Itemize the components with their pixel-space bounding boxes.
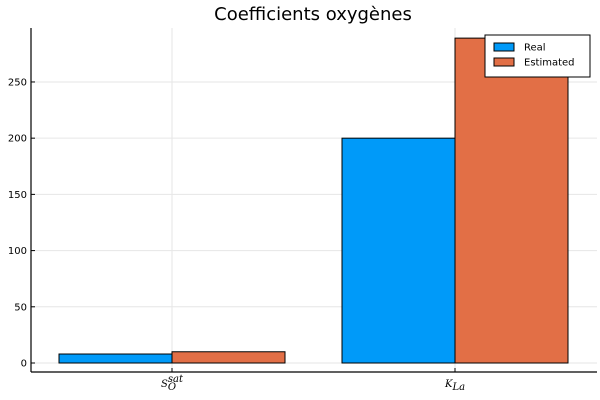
legend: Real Estimated	[484, 34, 591, 78]
y-tick-label: 150	[8, 190, 27, 201]
legend-label-real: Real	[524, 43, 546, 54]
x-tick-label-base: K	[444, 379, 453, 390]
x-tick-label-base: S	[161, 379, 168, 390]
legend-box	[484, 34, 591, 78]
x-tick-label-subscript: La	[451, 382, 465, 393]
bars	[58, 37, 569, 364]
bar-estimated-0	[171, 351, 286, 364]
y-tick-label: 0	[21, 359, 27, 370]
y-tick-label: 250	[8, 77, 27, 88]
y-tick-label: 100	[8, 246, 27, 257]
y-tick-label: 50	[14, 302, 27, 313]
legend-swatch-real	[493, 42, 515, 52]
y-tick-label: 200	[8, 134, 27, 145]
x-tick-label-subscript: O	[168, 382, 176, 393]
bar-real-0	[58, 353, 173, 364]
chart-title: Coefficients oxygènes	[214, 4, 412, 25]
x-tick-label-superscript: sat	[168, 374, 184, 385]
bar-real-1	[341, 137, 456, 364]
bar-estimated-1	[454, 37, 569, 364]
grid-lines	[31, 28, 597, 372]
legend-swatch-estimated	[493, 57, 515, 67]
axes	[30, 28, 597, 373]
legend-label-estimated: Estimated	[524, 58, 575, 69]
x-tick-label-1: K La	[444, 379, 465, 393]
y-axis-ticks: 0 50 100 150 200 250	[8, 77, 35, 370]
